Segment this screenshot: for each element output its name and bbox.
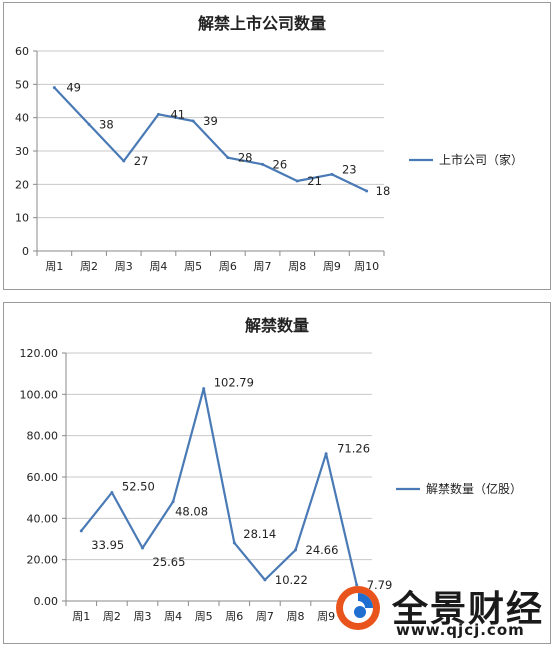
x-tick-label: 周1	[72, 610, 90, 623]
x-tick-label: 周1	[45, 260, 63, 273]
x-tick-label: 周7	[256, 610, 274, 623]
y-tick-label: 40	[15, 112, 29, 125]
x-tick-label: 周9	[323, 260, 341, 273]
qjcj-logo-icon	[336, 586, 380, 630]
data-label: 38	[99, 117, 114, 131]
data-label: 48.08	[175, 505, 208, 519]
series-line	[80, 387, 358, 586]
data-label: 7.79	[367, 578, 393, 592]
x-tick-label: 周6	[225, 610, 243, 623]
data-point	[294, 548, 297, 552]
data-point	[226, 156, 230, 160]
y-tick-label: 80.00	[27, 430, 59, 443]
chart-title: 解禁上市公司数量	[198, 14, 326, 33]
x-tick-label: 周3	[115, 260, 133, 273]
data-point	[122, 159, 126, 163]
data-label: 27	[134, 154, 149, 168]
data-label: 28.14	[243, 527, 276, 541]
x-tick-label: 周10	[354, 260, 379, 273]
data-label: 41	[170, 107, 185, 121]
y-tick-label: 50	[15, 78, 29, 91]
data-point	[141, 546, 144, 550]
data-label: 33.95	[91, 538, 124, 552]
data-label: 102.79	[214, 376, 254, 390]
data-point	[295, 179, 299, 183]
watermark-brand: 全景财经	[392, 589, 545, 630]
data-point	[232, 541, 236, 545]
data-point	[263, 578, 267, 582]
x-tick-label: 周8	[288, 260, 306, 273]
data-point	[191, 119, 195, 123]
chart-unlock-volume: 解禁数量 0.00 20.00 40.00 60.00 80.00 100.00 120.00…	[20, 316, 523, 623]
data-point	[87, 122, 91, 126]
y-tick-label: 60	[15, 45, 29, 58]
data-label: 24.66	[306, 543, 339, 557]
data-point	[324, 452, 328, 456]
data-label: 21	[307, 174, 322, 188]
data-point	[202, 387, 206, 391]
data-label: 28	[238, 151, 253, 165]
y-tick-label: 10	[15, 212, 29, 225]
y-tick-label: 40.00	[27, 512, 59, 525]
y-tick-label: 0.00	[34, 595, 59, 608]
chart-title: 解禁数量	[245, 316, 309, 335]
watermark-url: www.qjcj.com	[396, 621, 525, 639]
x-tick-label: 周2	[103, 610, 121, 623]
data-label: 23	[342, 162, 357, 176]
x-tick-label: 周9	[317, 610, 335, 623]
y-tick-label: 120.00	[20, 347, 59, 360]
data-point	[156, 112, 160, 116]
x-tick-label: 周8	[287, 610, 305, 623]
data-point	[79, 529, 83, 533]
y-tick-label: 0	[22, 245, 29, 258]
data-point	[330, 172, 334, 176]
data-label: 18	[376, 184, 391, 198]
legend-label: 上市公司（家）	[439, 152, 523, 167]
y-tick-label: 100.00	[20, 388, 59, 401]
data-point	[110, 491, 114, 494]
chart-panel-listed-companies: 解禁上市公司数量 0 10 20 30 40 50 60 周1 周2 周3 周4 周5 周6 周7 周8 周9 周…	[3, 2, 551, 290]
chart-listed-companies: 解禁上市公司数量 0 10 20 30 40 50 60 周1 周2 周3 周4 周5 周6 周7 周8 周9 周…	[15, 14, 523, 273]
data-label: 49	[66, 81, 81, 95]
chart-panel-unlock-volume: 解禁数量 0.00 20.00 40.00 60.00 80.00 100.00 120.00…	[3, 302, 551, 644]
data-label: 26	[273, 157, 288, 171]
x-tick-label: 周7	[254, 260, 272, 273]
data-label: 10.22	[275, 573, 308, 587]
data-point	[52, 86, 56, 90]
x-tick-label: 周2	[80, 260, 98, 273]
data-label: 25.65	[153, 555, 186, 569]
data-point	[261, 162, 265, 166]
data-label: 71.26	[337, 442, 370, 456]
x-tick-label: 周6	[219, 260, 237, 273]
data-label: 52.50	[122, 480, 155, 494]
x-tick-label: 周4	[164, 610, 182, 623]
data-point	[365, 189, 369, 193]
data-point	[355, 583, 359, 587]
x-tick-label: 周5	[195, 610, 213, 623]
data-label: 39	[203, 114, 218, 128]
y-tick-label: 60.00	[27, 471, 59, 484]
y-tick-label: 20.00	[27, 554, 59, 567]
y-tick-label: 30	[15, 145, 29, 158]
series-line	[53, 86, 368, 192]
x-tick-label: 周3	[134, 610, 152, 623]
x-tick-label: 周5	[184, 260, 202, 273]
y-tick-label: 20	[15, 178, 29, 191]
legend-label: 解禁数量（亿股）	[426, 481, 522, 496]
data-point	[171, 500, 175, 504]
x-tick-label: 周4	[149, 260, 167, 273]
